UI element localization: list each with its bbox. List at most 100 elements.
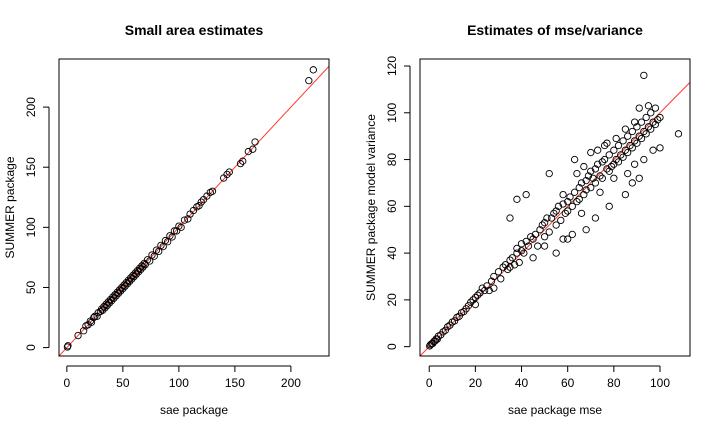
right-data-point — [600, 155, 609, 164]
right-data-point — [570, 188, 579, 196]
right-data-point — [598, 158, 606, 166]
right-data-point — [517, 247, 526, 255]
left-data-point — [170, 227, 179, 235]
right-data-point — [545, 228, 553, 236]
right-data-point — [483, 282, 491, 290]
right-data-point — [522, 190, 530, 199]
left-data-point — [129, 271, 137, 280]
left-x-tick-label: 100 — [169, 376, 189, 390]
right-data-point — [577, 209, 586, 217]
left-data-point — [120, 281, 128, 289]
right-x-axis-label: sae package mse — [508, 403, 602, 417]
right-data-point — [517, 240, 526, 248]
right-x-tick-label: 60 — [561, 376, 575, 390]
right-data-point — [607, 162, 616, 171]
left-data-point — [103, 301, 111, 310]
right-data-point — [624, 148, 632, 157]
left-data-point — [93, 312, 101, 320]
left-data-point — [184, 215, 192, 223]
left-chart-title: Small area estimates — [125, 22, 264, 38]
left-data-point — [125, 277, 134, 286]
right-data-point — [552, 207, 560, 215]
right-data-point — [603, 139, 611, 147]
left-data-point — [139, 263, 147, 271]
left-data-point — [130, 272, 138, 281]
right-data-point — [674, 130, 683, 138]
right-data-point — [605, 202, 613, 210]
left-y-axis-label: SUMMER package — [3, 156, 17, 258]
right-data-point — [474, 291, 482, 299]
right-data-point — [564, 198, 572, 206]
left-data-point — [177, 223, 185, 231]
left-y-tick-label: 200 — [24, 97, 38, 117]
right-data-point — [647, 125, 655, 133]
right-data-point — [471, 300, 480, 309]
right-data-point — [633, 123, 641, 131]
right-y-tick-label: 60 — [385, 199, 399, 213]
right-data-point — [497, 275, 505, 283]
left-data-point — [137, 265, 145, 274]
left-data-point — [64, 342, 72, 350]
right-data-point — [584, 172, 593, 180]
left-data-point — [109, 293, 117, 301]
left-data-point — [110, 294, 118, 302]
right-data-point — [640, 71, 648, 80]
right-y-tick-label: 20 — [385, 293, 399, 307]
right-data-point — [614, 158, 623, 166]
right-data-point — [647, 109, 655, 117]
right-data-point — [501, 261, 510, 269]
right-data-point — [478, 284, 486, 292]
right-data-point — [536, 226, 544, 234]
right-data-point — [547, 214, 556, 222]
left-x-tick-label: 150 — [225, 376, 245, 390]
right-y-tick-label: 0 — [385, 343, 399, 350]
right-data-point — [499, 263, 507, 271]
right-data-point — [545, 169, 553, 178]
right-data-point — [559, 200, 567, 208]
left-data-point — [133, 266, 142, 275]
right-data-point — [605, 167, 613, 175]
left-data-point — [74, 331, 82, 340]
right-data-point — [635, 174, 643, 182]
right-data-point — [603, 165, 611, 173]
right-data-point — [485, 286, 493, 295]
right-data-point — [513, 195, 521, 203]
left-data-point — [236, 159, 245, 168]
right-data-point — [635, 104, 643, 112]
right-data-point — [642, 130, 650, 138]
left-data-point — [115, 286, 124, 294]
right-data-point — [490, 284, 498, 292]
left-data-point — [116, 287, 125, 295]
right-data-point — [637, 118, 646, 126]
right-x-tick-label: 80 — [607, 376, 621, 390]
left-data-point — [118, 283, 126, 292]
right-data-point — [582, 176, 590, 185]
right-data-point — [506, 214, 514, 222]
left-data-point — [100, 303, 108, 311]
left-data-point — [101, 304, 109, 312]
right-data-point — [568, 202, 576, 210]
left-data-point — [99, 306, 107, 314]
right-x-tick-label: 0 — [426, 376, 433, 390]
left-data-point — [124, 276, 133, 284]
right-data-point — [469, 296, 477, 304]
left-panel: Small area estimates sae package SUMMER … — [3, 22, 330, 417]
right-data-point — [630, 160, 639, 168]
right-y-tick-label: 40 — [385, 246, 399, 260]
right-data-point — [538, 221, 546, 229]
right-y-tick-label: 100 — [385, 102, 399, 122]
right-data-point — [529, 235, 537, 243]
right-data-point — [566, 193, 574, 201]
right-data-point — [534, 242, 542, 250]
right-points — [426, 71, 683, 350]
left-data-point — [112, 292, 120, 300]
left-data-point — [114, 289, 123, 298]
right-y-axis-label: SUMMER package model variance — [364, 114, 378, 301]
right-data-point — [540, 233, 549, 241]
right-data-point — [644, 123, 653, 131]
right-data-point — [591, 214, 600, 222]
right-data-point — [480, 286, 489, 295]
right-data-point — [582, 226, 590, 234]
right-data-point — [612, 134, 620, 143]
right-data-point — [561, 209, 570, 217]
